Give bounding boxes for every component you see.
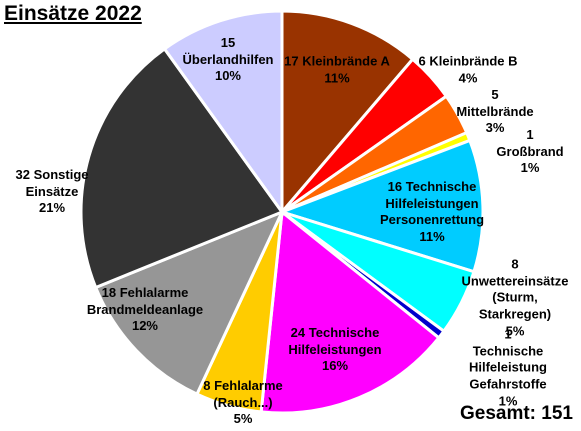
slice-name: Großbrand <box>496 143 564 159</box>
slice-label: 1 Technische Hilfeleistung Gefahrstoffe 1… <box>469 326 547 409</box>
slice-label: 32 Sonstige Einsätze 21% <box>16 167 89 217</box>
slice-name: Fehlalarme (Rauch...) <box>213 378 283 410</box>
slice-label: 1 Großbrand 1% <box>496 127 563 177</box>
slice-name: Technische Hilfeleistung Gefahrstoffe <box>468 343 548 392</box>
pie-slice <box>280 9 415 217</box>
slice-count: 32 <box>15 167 30 183</box>
slice-name: Überlandhilfen <box>182 51 274 67</box>
pie-slice <box>277 138 485 274</box>
slice-label: 24 Technische Hilfeleistungen 16% <box>288 325 381 375</box>
slice-share: 21% <box>38 200 66 216</box>
slice-label: 15 Überlandhilfen 10% <box>182 35 273 85</box>
slice-label: 6 Kleinbrände B 4% <box>419 53 518 86</box>
slice-count: 8 <box>511 256 519 272</box>
slice-name: Technische Hilfeleistungen <box>288 325 382 357</box>
slice-count: 15 <box>220 35 236 51</box>
chart-title: Einsätze 2022 <box>4 2 142 25</box>
slice-label: 8 Unwettereinsätze (Sturm, Starkregen) 5% <box>462 256 569 339</box>
slice-share: 16% <box>321 358 349 374</box>
pie-slice <box>259 209 441 415</box>
slice-count: 8 <box>203 378 211 394</box>
slice-name: Mittelbrände <box>456 103 534 119</box>
slice-name: Sonstige Einsätze <box>25 167 89 199</box>
slice-label: 18 Fehlalarme Brandmeldeanlage 12% <box>87 285 203 335</box>
slice-name: Kleinbrände A <box>302 53 390 69</box>
slice-name: Kleinbrände B <box>429 53 518 69</box>
slice-share: 11% <box>419 228 445 244</box>
slice-count: 16 <box>387 178 403 194</box>
slice-count: 1 <box>504 326 512 342</box>
slice-name: Technische Hilfeleistungen Personenrettu… <box>379 178 485 227</box>
slice-label: 5 Mittelbrände 3% <box>452 87 538 137</box>
slice-share: 5% <box>505 322 525 338</box>
slice-share: 11% <box>324 70 350 85</box>
pie-slice <box>93 209 285 397</box>
slice-share: 4% <box>458 70 478 85</box>
slice-count: 1 <box>526 127 534 143</box>
slice-count: 17 <box>284 53 299 69</box>
slice-name: Unwettereinsätze (Sturm, Starkregen) <box>461 273 569 322</box>
total-label: Gesamt: 151 <box>459 403 573 424</box>
slice-share: 1% <box>520 160 540 176</box>
slice-label: 16 Technische Hilfeleistungen Personenre… <box>380 179 484 246</box>
slice-count: 24 <box>290 325 306 341</box>
pie-slice <box>79 46 285 290</box>
slice-share: 12% <box>131 318 159 334</box>
slice-share: 5% <box>233 411 253 427</box>
slice-label: 8 Fehlalarme (Rauch...) 5% <box>203 378 283 428</box>
slice-share: 1% <box>498 392 518 408</box>
pie-slice <box>162 9 284 217</box>
slice-count: 6 <box>418 53 426 69</box>
slice-share: 3% <box>485 120 505 136</box>
slice-share: 10% <box>214 68 242 84</box>
slice-name: Fehlalarme Brandmeldeanlage <box>86 285 204 317</box>
slice-count: 5 <box>491 87 499 103</box>
slice-count: 18 <box>101 285 117 301</box>
slice-label: 17 Kleinbrände A 11% <box>284 53 390 86</box>
